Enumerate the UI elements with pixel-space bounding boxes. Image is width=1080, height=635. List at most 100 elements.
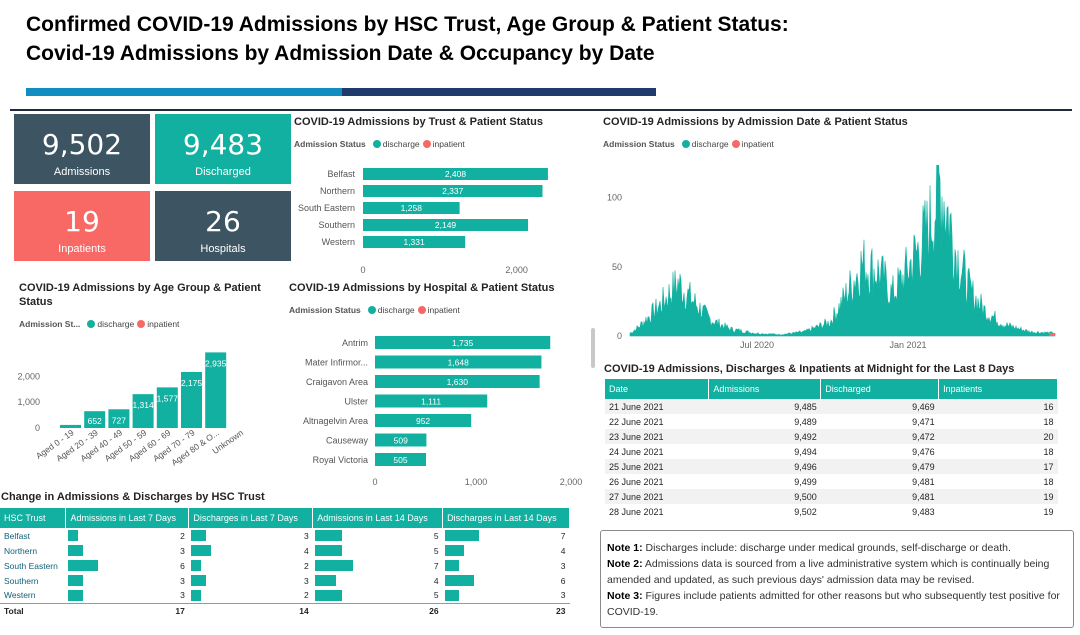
age-bar[interactable] — [156, 387, 178, 428]
column-header-inpatients[interactable]: Inpatients — [938, 379, 1058, 399]
hospital-bar[interactable] — [375, 453, 427, 466]
hospital-bar-chart[interactable]: Antrim 1,735 Mater Infirmor... 1,648 Craigav… — [288, 328, 588, 493]
trust-bar[interactable] — [363, 236, 466, 248]
legend-inpatient[interactable]: inpatient — [147, 319, 180, 329]
change-data-bar — [67, 575, 83, 586]
hospital-bar[interactable] — [375, 394, 488, 408]
age-bar-value: 2,935 — [205, 358, 227, 368]
trust-bar[interactable] — [363, 185, 543, 197]
age-bar[interactable] — [108, 409, 130, 428]
kpi-discharged-label: Discharged — [195, 166, 251, 178]
trust-bar[interactable] — [363, 168, 548, 180]
kpi-hospitals-card[interactable]: 26 Hospitals — [155, 191, 291, 261]
change-value: 5 — [433, 545, 439, 556]
legend-discharge[interactable]: discharge — [377, 305, 415, 315]
trust-x-tick: 2,000 — [505, 265, 528, 275]
change-data-bar — [190, 560, 201, 571]
trust-bar-chart[interactable]: Belfast 2,408 Northern 2,337 South Eastern 1,… — [290, 160, 580, 280]
table-row: Southern 3 3 4 6 — [0, 573, 570, 588]
note-3-text: Figures include patients admitted for ot… — [607, 590, 1060, 618]
change-value: 7 — [560, 530, 566, 541]
legend-title: Admission St... — [19, 319, 81, 329]
table-row: 23 June 2021 9,492 9,472 20 — [605, 429, 1058, 444]
admissions-area-series[interactable] — [629, 165, 1056, 337]
visual-scrollbar[interactable] — [591, 328, 595, 368]
admission-date-area-chart[interactable]: 100 50 0 Jul 2020 Jan 2021 — [600, 165, 1065, 355]
column-header-discharged[interactable]: Discharged — [820, 379, 940, 399]
note-1-label: Note 1: — [607, 542, 643, 554]
table-row: 27 June 2021 9,500 9,481 19 — [605, 489, 1058, 504]
trust-bar-value: 1,331 — [403, 237, 425, 247]
age-bar[interactable] — [60, 424, 81, 428]
legend-inpatient[interactable]: inpatient — [427, 305, 460, 315]
admissions-cell: 9,496 — [708, 459, 821, 474]
page-title: Confirmed COVID-19 Admissions by HSC Tru… — [26, 10, 789, 68]
discharged-cell: 9,481 — [820, 489, 939, 504]
trust-name-cell: Belfast — [4, 530, 30, 541]
hospital-bar[interactable] — [375, 414, 472, 427]
hospital-bar[interactable] — [375, 375, 540, 388]
age-bar-value: 1,577 — [157, 393, 179, 403]
legend-discharge[interactable]: discharge — [691, 139, 729, 149]
inpatient-legend-marker — [417, 306, 426, 314]
days-table-title: COVID-19 Admissions, Discharges & Inpati… — [604, 363, 1015, 375]
column-header-hsc-trust[interactable]: HSC Trust — [0, 508, 67, 528]
report-top-border — [10, 109, 1072, 111]
column-header-discharges-14-days[interactable]: Discharges in Last 14 Days — [442, 508, 570, 528]
kpi-admissions-card[interactable]: 9,502 Admissions — [14, 114, 150, 184]
legend-inpatient[interactable]: inpatient — [432, 139, 465, 149]
age-chart-legend: Admission St... discharge inpatient — [19, 319, 179, 329]
change-value-cell: 3 — [66, 543, 189, 558]
change-value-cell: 3 — [443, 588, 570, 603]
admissions-cell: 9,492 — [708, 429, 821, 444]
column-header-admissions-7-days[interactable]: Admissions in Last 7 Days — [65, 508, 190, 528]
table-header-row: Date Admissions Discharged Inpatients — [605, 379, 1058, 399]
date-x-tick: Jan 2021 — [889, 340, 926, 350]
inpatients-cell: 17 — [938, 459, 1058, 474]
change-data-bar — [67, 560, 98, 571]
trust-bar[interactable] — [363, 219, 529, 231]
table-row: 26 June 2021 9,499 9,481 18 — [605, 474, 1058, 489]
discharge-legend-marker — [87, 320, 96, 328]
change-value: 4 — [433, 575, 439, 586]
kpi-discharged-card[interactable]: 9,483 Discharged — [155, 114, 291, 184]
kpi-admissions-value: 9,502 — [41, 128, 123, 161]
hospital-bar-value: 952 — [416, 416, 430, 426]
column-header-admissions[interactable]: Admissions — [708, 379, 822, 399]
legend-discharge[interactable]: discharge — [97, 319, 135, 329]
legend-discharge[interactable]: discharge — [382, 139, 420, 149]
change-value-cell: 3 — [66, 573, 189, 588]
change-value-cell: 5 — [313, 528, 443, 543]
legend-inpatient[interactable]: inpatient — [741, 139, 774, 149]
kpi-inpatients-label: Inpatients — [58, 243, 106, 255]
trust-bar[interactable] — [363, 202, 460, 214]
age-bar[interactable] — [132, 394, 154, 428]
hospital-axis-label: Causeway — [326, 436, 369, 446]
change-data-bar — [190, 590, 201, 601]
age-y-tick: 1,000 — [17, 397, 40, 407]
hospital-bar-value: 1,630 — [447, 377, 469, 387]
age-bar[interactable] — [205, 352, 227, 428]
inpatient-area-series[interactable] — [1049, 333, 1055, 336]
column-header-discharges-7-days[interactable]: Discharges in Last 7 Days — [188, 508, 314, 528]
change-data-bar — [314, 560, 353, 571]
column-header-date[interactable]: Date — [605, 379, 710, 399]
change-value: 2 — [303, 590, 309, 601]
age-bar[interactable] — [84, 411, 106, 428]
column-header-admissions-14-days[interactable]: Admissions in Last 14 Days — [312, 508, 444, 528]
hospital-bar[interactable] — [375, 433, 427, 447]
date-cell: 25 June 2021 — [605, 459, 709, 474]
age-bar-value: 727 — [112, 415, 126, 425]
date-chart-legend: Admission Status discharge inpatient — [603, 139, 774, 149]
hospital-bar[interactable] — [375, 336, 551, 349]
accent-bar-light — [26, 88, 342, 96]
table-row: Western 3 2 5 3 — [0, 588, 570, 603]
admissions-cell: 9,500 — [708, 489, 821, 504]
date-chart-title: COVID-19 Admissions by Admission Date & … — [603, 116, 908, 128]
hospital-bar[interactable] — [375, 355, 542, 369]
change-data-bar — [444, 560, 460, 571]
kpi-inpatients-card[interactable]: 19 Inpatients — [14, 191, 150, 261]
hospital-bar-value: 1,735 — [452, 338, 474, 348]
age-bar[interactable] — [181, 371, 202, 428]
